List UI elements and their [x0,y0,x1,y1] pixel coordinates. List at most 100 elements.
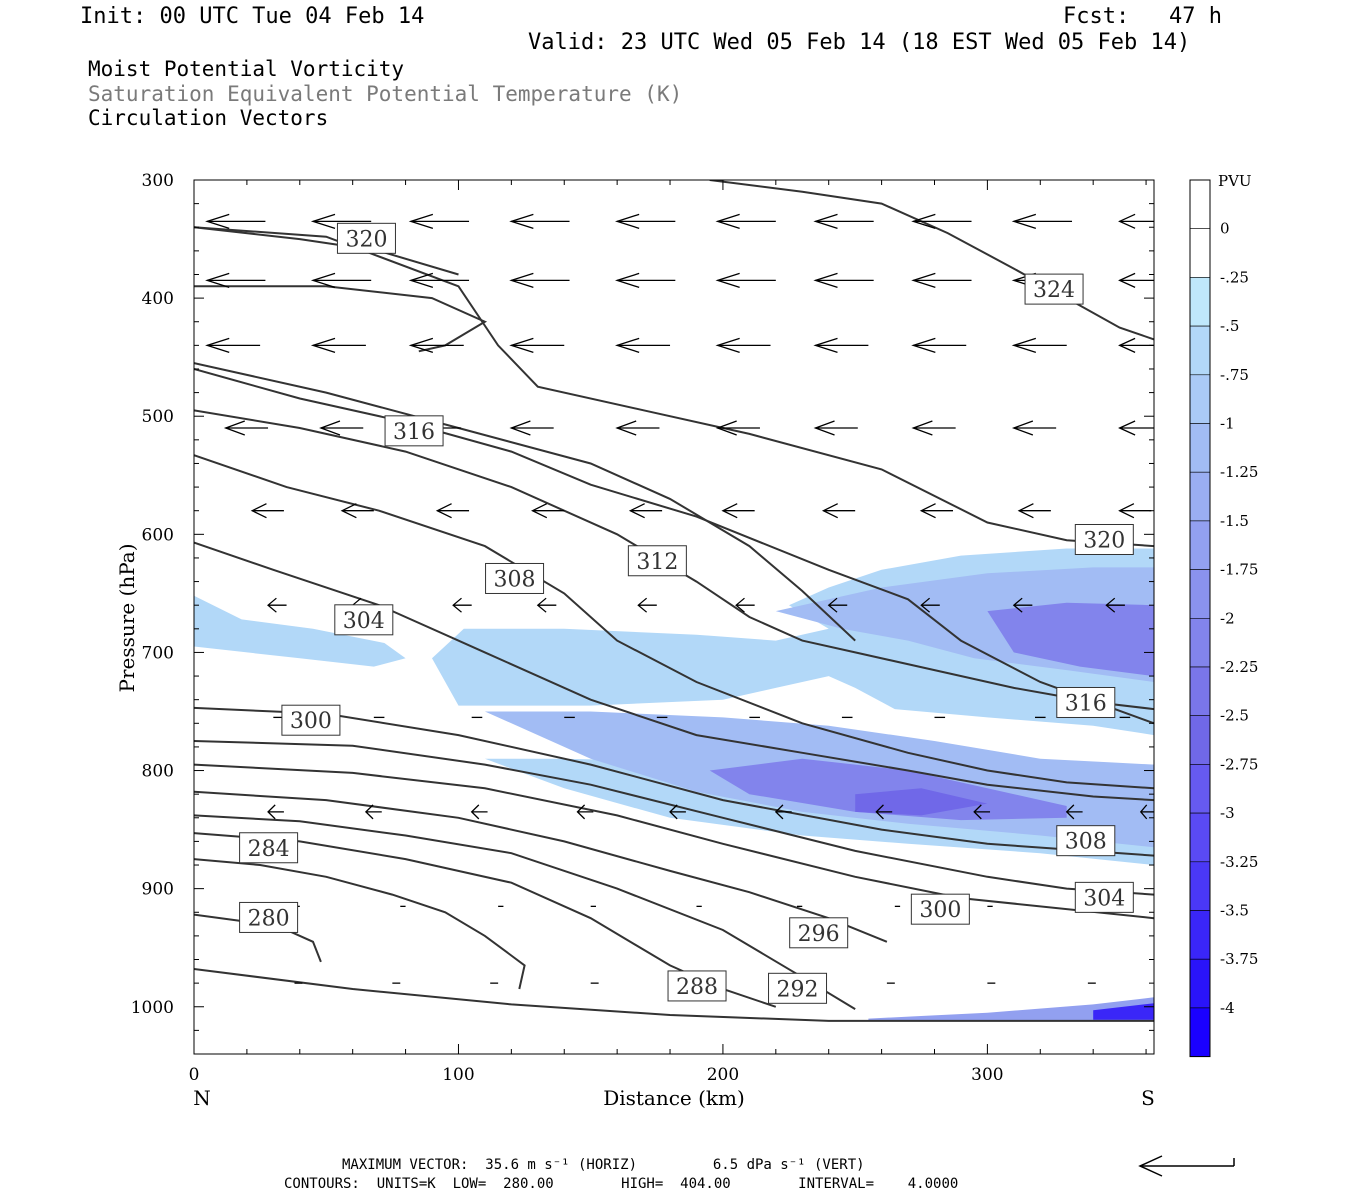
y-axis-label: Pressure (hPa) [115,544,139,693]
contour-label: 320 [345,227,387,252]
contour-label-box [1074,881,1134,913]
vector-arrowhead [920,597,931,613]
vector-arrowhead [205,272,230,289]
colorbar-segment [1189,666,1211,717]
contour-label: 320 [1083,528,1125,553]
vector-arrowhead [319,420,341,436]
vector-arrowhead [408,213,434,229]
vector-arrowhead [364,804,374,820]
contour-label-box [239,901,299,933]
vector-arrowhead [911,420,933,436]
max-vector-note: MAXIMUM VECTOR: 35.6 m s⁻¹ (HORIZ) 6.5 d… [342,1157,865,1173]
vector-arrowhead [1118,272,1136,288]
contour-label-box [336,222,396,254]
contour-label: 316 [1065,691,1107,716]
mpv-shaded-region [855,788,988,816]
vector-arrowhead [340,503,357,519]
vector-arrowhead [875,804,884,820]
contour-label: 304 [1083,886,1125,911]
theta-es-contour [194,706,1154,857]
vector-arrowhead [435,503,452,519]
colorbar-level-label: -2.25 [1220,658,1258,676]
y-tick-label: 400 [142,289,174,309]
contour-label-box [1024,273,1084,305]
contour-label: 308 [494,567,536,592]
vector-arrowhead [813,213,838,229]
colorbar-unit: PVU [1218,172,1252,190]
colorbar-level-label: -.25 [1220,268,1249,286]
vector-arrowhead [973,804,982,820]
contour-label-box [485,562,545,594]
contour-info: CONTOURS: UNITS=K LOW= 280.00 HIGH= 404.… [284,1176,959,1192]
vector-arrowhead [223,420,246,436]
theta-es-contour [194,790,888,943]
vector-arrowhead [536,597,547,613]
y-tick-label: 500 [142,407,174,427]
surface-line [194,968,1154,1022]
vector-arrowhead [1011,213,1037,229]
mpv-shaded-region [868,997,1154,1021]
contour-label: 280 [248,906,290,931]
vector-arrowhead [614,272,640,289]
vector-arrowhead [250,503,267,519]
y-tick-label: 700 [142,643,174,663]
colorbar-level-label: -3 [1220,804,1235,822]
vector-arrowhead [1118,337,1136,353]
theta-es-contour [194,285,488,353]
vector-arrowhead [715,213,740,229]
theta-es-contour [194,226,1154,548]
vector-arrowhead [509,337,534,353]
x-tick-label: 200 [707,1065,739,1085]
colorbar-segment [1189,1007,1211,1057]
vector-arrowhead [408,272,434,289]
reference-vector [1138,1155,1235,1177]
vector-arrowhead [615,420,637,436]
contour-label-box [334,604,394,636]
y-tick-label: 600 [142,525,174,545]
contour-label-box [667,970,727,1002]
vector-arrowhead [267,804,276,820]
vector-arrowhead [310,337,336,353]
theta-es-contour [194,409,1154,711]
mpv-shaded-region [194,595,406,667]
vector-arrowhead [205,337,230,353]
contour-label: 284 [248,837,290,862]
contour-label: 288 [676,975,718,1000]
colorbar-segment [1189,520,1211,570]
contour-label-box [1056,825,1116,857]
vector-arrowhead [1118,420,1136,436]
vector-arrowhead [1011,337,1037,353]
x-end-label-right: S [1141,1086,1155,1110]
colorbar-level-label: -1.5 [1220,512,1249,530]
vector-arrowhead [911,337,936,353]
contour-label-box [384,415,444,447]
vector-arrowhead [509,420,531,436]
vector-arrowhead [637,597,648,613]
vector-arrowhead [509,213,534,229]
y-tick-label: 900 [142,880,174,900]
colorbar-level-label: -3.5 [1220,902,1249,920]
vector-arrowhead [452,597,462,613]
contour-label-box [910,893,970,925]
vector-arrowhead [774,804,784,820]
vector-arrowhead [614,213,640,229]
vector-arrowhead [715,337,740,353]
vector-arrowhead [715,420,737,436]
vector-arrowhead [1105,597,1116,613]
contour-label: 316 [393,420,435,445]
contour-label-box [281,704,341,736]
init-time: Init: 00 UTC Tue 04 Feb 14 [80,4,425,29]
colorbar-segment [1189,228,1211,278]
vector-arrowhead [735,597,745,613]
valid-time: Valid: 23 UTC Wed 05 Feb 14 (18 EST Wed … [528,30,1191,55]
vector-arrowhead [1065,804,1075,820]
contour-label-box [768,972,828,1004]
field-label-mpv: Moist Potential Vorticity [88,57,405,81]
colorbar-level-label: -2.75 [1220,755,1258,773]
colorbar-segment [1189,374,1211,424]
vector-arrowhead [1011,420,1034,436]
colorbar-segment [1189,569,1211,619]
colorbar-level-label: -.75 [1220,366,1249,384]
vector-arrowhead [827,597,838,613]
